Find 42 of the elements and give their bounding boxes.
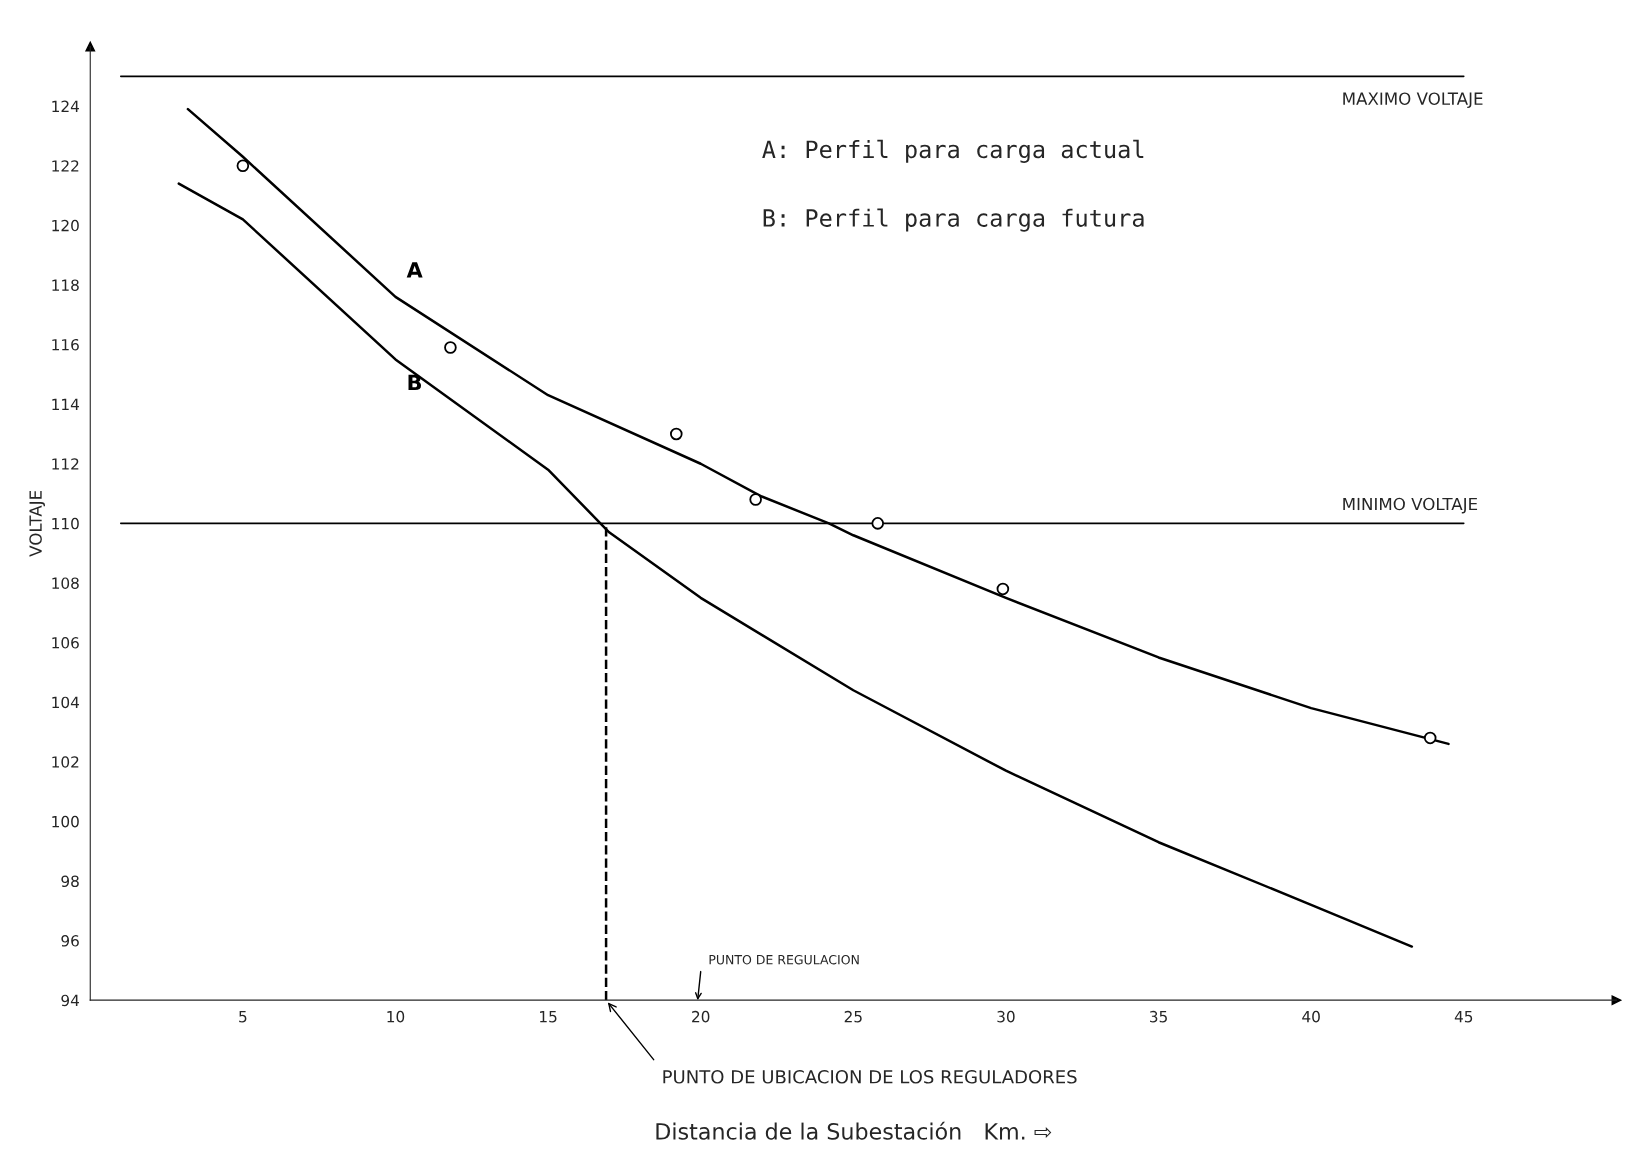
point [1423,731,1437,745]
y-tick-label: 112 [52,458,79,470]
x-axis-title: Distancia de la Subestación Km. ⇨ [656,1121,1052,1140]
y-tick-label: 102 [52,756,79,768]
point [749,493,762,506]
x-tick-label: 20 [692,1010,710,1023]
y-tick-label: 98 [61,875,79,887]
point [444,341,457,354]
y-tick-label: 122 [52,160,79,172]
annotation: PUNTO DE REGULACION [709,954,859,965]
x-tick-label: 5 [239,1011,247,1023]
x-tick-label: 25 [844,1010,862,1023]
point [871,517,885,530]
y-tick-label: 106 [52,637,79,649]
y-tick-label: 108 [52,577,79,589]
y-tick-label: 114 [52,398,79,410]
x-tick-label: 45 [1454,1011,1473,1023]
x-tick-label: 15 [540,1011,557,1023]
y-tick-label: 94 [61,994,79,1007]
y-tick-label: 100 [52,815,79,828]
series-label: B [408,374,422,390]
y-tick-label: 116 [52,339,79,351]
x-tick-label: 10 [387,1010,405,1023]
annotation: PUNTO DE UBICACION DE LOS REGULADORES [663,1069,1077,1084]
y-axis-title: VOLTAJE [29,490,45,557]
point [996,582,1010,596]
ref-line-label: MINIMO VOLTAJE [1343,497,1478,514]
annotation: A: Perfil para carga actual [762,139,1144,163]
y-tick-label: 96 [61,935,79,947]
point [670,427,683,441]
y-tick-label: 120 [52,219,79,232]
x-tick-label: 35 [1149,1010,1167,1023]
y-tick-label: 124 [52,100,79,112]
y-tick-label: 118 [52,279,79,291]
annotation: B: Perfil para carga futura [763,208,1144,232]
y-tick-label: 110 [52,517,79,530]
x-tick-label: 30 [997,1010,1015,1023]
x-tick-label: 40 [1302,1010,1320,1023]
y-tick-label: 104 [52,696,79,709]
series-label: A [406,262,423,278]
point [236,159,250,173]
ref-line-label: MAXIMO VOLTAJE [1343,92,1483,109]
